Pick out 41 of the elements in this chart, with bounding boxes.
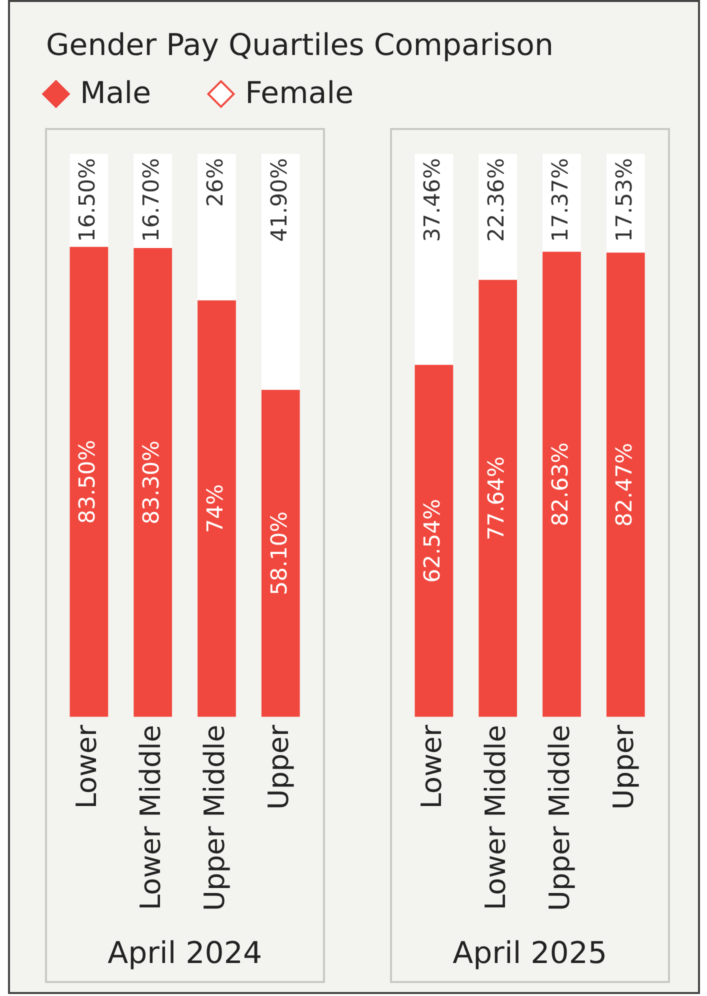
bar xyxy=(261,390,300,717)
x-tick-label: Upper xyxy=(606,724,640,810)
legend-label: Female xyxy=(245,76,354,111)
x-tick-label: Upper xyxy=(262,724,295,810)
bar xyxy=(70,246,108,717)
data-label: 22.36% xyxy=(484,158,510,242)
data-label: 74% xyxy=(203,484,228,534)
bar xyxy=(414,154,454,365)
bar xyxy=(542,252,581,717)
data-label: 83.50% xyxy=(76,440,101,524)
bar xyxy=(261,154,300,390)
x-tick-label: Upper Middle xyxy=(198,724,232,911)
x-tick-label: Lower Middle xyxy=(134,724,168,910)
bar xyxy=(198,154,236,300)
data-label: 16.50% xyxy=(76,158,101,242)
data-label: 58.10% xyxy=(267,511,292,596)
data-label: 17.53% xyxy=(612,158,638,242)
data-label: 83.30% xyxy=(140,440,165,524)
data-label: 41.90% xyxy=(267,158,292,242)
data-label: 37.46% xyxy=(420,158,446,242)
x-axis-title: April 2024 xyxy=(108,936,262,971)
data-label: 77.64% xyxy=(484,456,510,540)
data-label: 17.37% xyxy=(548,158,574,242)
x-tick-label: Lower xyxy=(415,724,448,809)
x-tick-label: Upper Middle xyxy=(543,724,576,911)
data-label: 16.70% xyxy=(140,158,165,242)
bar xyxy=(414,364,454,717)
data-label: 62.54% xyxy=(420,498,446,583)
bar xyxy=(606,252,645,717)
x-tick-label: Lower Middle xyxy=(479,724,512,910)
bar xyxy=(478,154,518,280)
x-axis-title: April 2025 xyxy=(452,936,608,971)
bar xyxy=(198,300,236,717)
x-tick-label: Lower xyxy=(70,724,104,809)
legend-label: Male xyxy=(80,76,152,111)
chart-title: Gender Pay Quartiles Comparison xyxy=(46,28,554,63)
bar xyxy=(134,248,172,717)
data-label: 82.63% xyxy=(548,442,574,526)
data-label: 82.47% xyxy=(612,442,638,527)
bar xyxy=(478,280,518,717)
data-label: 26% xyxy=(203,158,228,207)
